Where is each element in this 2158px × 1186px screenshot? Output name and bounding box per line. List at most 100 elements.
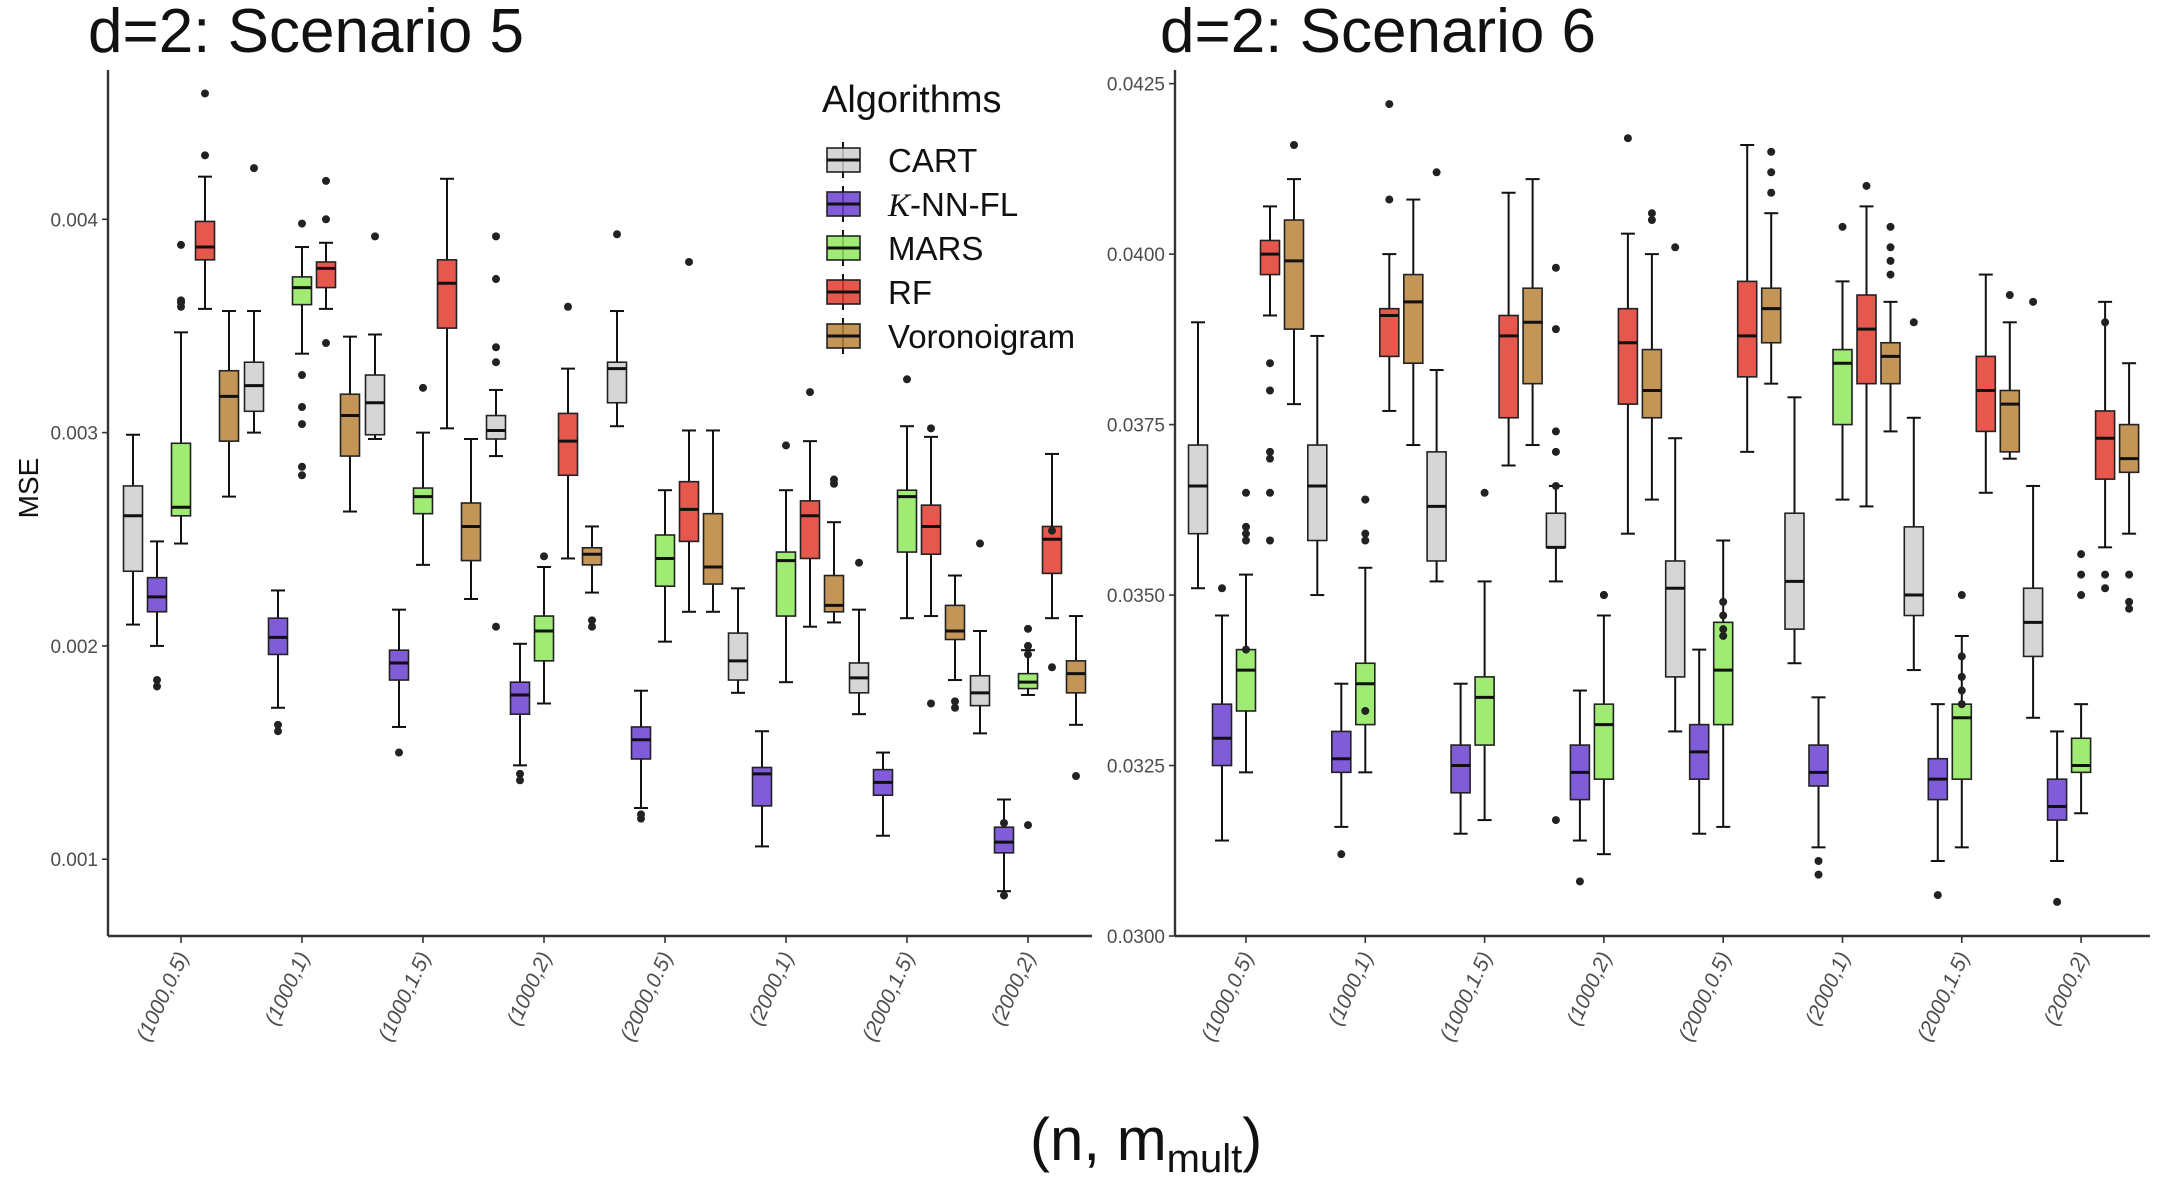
outlier-point: [1719, 597, 1728, 606]
panel-scenario-6: d=2: Scenario 6 0.0300 0.0325 0.0350 0.0375…: [1107, 0, 2150, 1045]
x-tick-label: (1000,1.5): [374, 948, 435, 1044]
outlier-point: [2125, 570, 2134, 579]
box-plot: [1403, 198, 1424, 447]
box-plot: [1641, 209, 1663, 501]
x-tick-label: (2000,2): [987, 948, 1041, 1029]
outlier-point: [903, 375, 911, 384]
outlier-point: [177, 240, 185, 249]
outlier-point: [1767, 147, 1776, 156]
box-iqr: [1617, 307, 1639, 405]
outlier-point: [1072, 772, 1080, 781]
box-plot: [1903, 318, 1925, 672]
box-plot: [1235, 488, 1257, 774]
legend-item-voronoigram: Voronoigram: [826, 318, 1075, 355]
x-tick-label: (1000,0.5): [132, 948, 193, 1044]
box-plot: [1426, 168, 1447, 583]
outlier-point: [2125, 604, 2134, 613]
outlier-point: [322, 215, 330, 224]
outlier-point: [1551, 447, 1560, 456]
outlier-point: [1218, 584, 1226, 593]
box-iqr: [339, 393, 361, 457]
outlier-point: [1886, 243, 1895, 252]
outlier-point: [782, 441, 790, 450]
box-plot: [194, 89, 216, 310]
outlier-point: [1242, 488, 1250, 497]
y-tick-label: 0.0400: [1107, 245, 1165, 266]
x-tick-label: (2000,1.5): [1913, 948, 1974, 1044]
box-plot: [1283, 141, 1305, 406]
box-iqr: [1379, 307, 1400, 358]
box-iqr: [678, 480, 700, 543]
outlier-point: [1957, 700, 1966, 709]
outlier-point: [492, 275, 500, 284]
box-plot: [339, 335, 361, 513]
outlier-point: [516, 776, 524, 785]
legend-label-rest: -NN-FL: [910, 186, 1018, 223]
outlier-point: [298, 371, 306, 380]
box-iqr: [581, 546, 603, 566]
outlier-point: [1337, 850, 1346, 859]
box-plot: [1784, 396, 1805, 665]
box-iqr: [775, 551, 797, 617]
box-plot: [170, 240, 192, 545]
box-iqr: [654, 534, 676, 587]
x-axis: (1000,0.5) (1000,1) (1000,1.5) (1000,2) (200…: [108, 934, 1092, 1045]
box-marks: [122, 89, 1087, 900]
box-iqr: [1187, 444, 1209, 535]
outlier-point: [395, 748, 403, 757]
outlier-point: [1957, 672, 1966, 681]
outlier-point: [2005, 291, 2014, 300]
box-iqr: [1259, 239, 1281, 276]
panel-title: d=2: Scenario 5: [88, 0, 524, 66]
box-plot: [533, 552, 555, 705]
outlier-point: [1266, 454, 1274, 463]
box-plot: [291, 219, 313, 480]
box-plot: [848, 558, 870, 716]
outlier-point: [153, 682, 161, 691]
box-plot: [630, 689, 652, 823]
x-tick-label: (2000,0.5): [616, 948, 677, 1044]
outlier-point: [855, 558, 863, 567]
y-axis-label: MSE: [13, 458, 44, 519]
x-tick-label: (2000,2): [2040, 948, 2094, 1029]
y-tick-label: 0.003: [50, 424, 98, 445]
outlier-point: [1361, 706, 1370, 715]
box-plot: [1569, 689, 1591, 886]
x-tick-label: (1000,1): [1324, 948, 1378, 1029]
outlier-point: [613, 230, 621, 239]
box-plot: [1041, 452, 1063, 672]
outlier-point: [1886, 256, 1895, 265]
outlier-point: [1024, 650, 1032, 659]
outlier-point: [1575, 877, 1584, 886]
box-plot: [388, 608, 410, 757]
box-iqr: [1641, 348, 1663, 419]
outlier-point: [1266, 447, 1274, 456]
box-plot: [218, 310, 240, 498]
box-iqr: [1283, 219, 1305, 330]
box-plot: [993, 798, 1015, 900]
box-plot: [654, 489, 676, 643]
outlier-point: [1886, 222, 1895, 231]
y-tick-label: 0.0425: [1107, 75, 1165, 96]
box-plot: [1450, 682, 1471, 835]
x-tick-label: (2000,1): [745, 948, 799, 1029]
box-iqr: [1951, 703, 1973, 780]
box-iqr: [1760, 287, 1782, 344]
outlier-point: [298, 462, 306, 471]
legend-label: CART: [888, 142, 977, 179]
outlier-point: [1242, 522, 1250, 531]
x-tick-label: (1000,0.5): [1197, 948, 1258, 1044]
outlier-point: [274, 727, 282, 736]
outlier-point: [516, 769, 524, 778]
outlier-point: [927, 699, 935, 708]
x-axis-label-close: ): [1242, 1106, 1262, 1173]
box-iqr: [315, 261, 337, 289]
box-iqr: [1664, 560, 1686, 678]
box-iqr: [969, 674, 991, 707]
outlier-point: [1024, 641, 1032, 650]
outlier-point: [2101, 570, 2110, 579]
box-iqr: [1903, 526, 1925, 617]
outlier-point: [1048, 663, 1056, 672]
outlier-point: [1551, 263, 1560, 272]
outlier-point: [1933, 891, 1942, 900]
